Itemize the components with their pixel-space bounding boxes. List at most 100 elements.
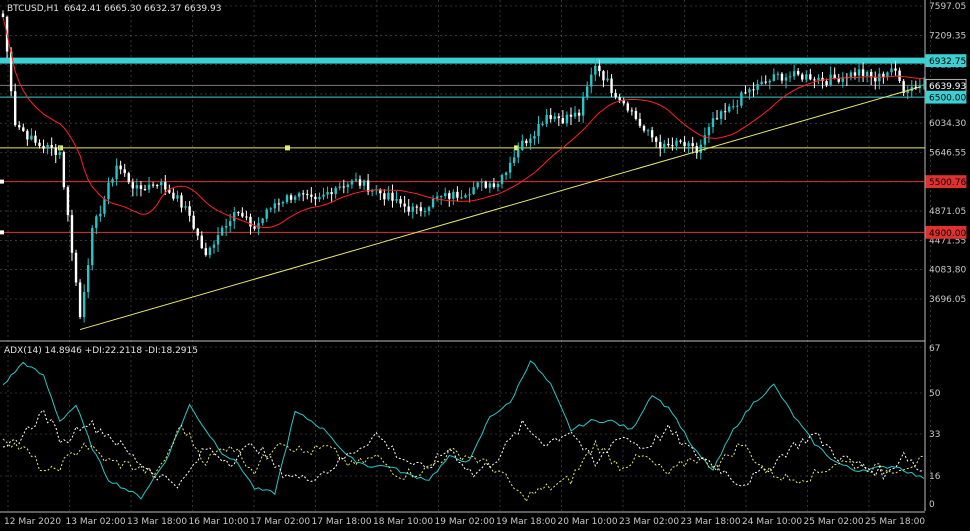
candle-bear bbox=[448, 193, 451, 199]
horizontal-line-handle bbox=[285, 145, 290, 151]
candle-bear bbox=[525, 140, 528, 144]
candle-bull bbox=[496, 183, 500, 188]
candle-bear bbox=[837, 78, 840, 82]
candle-bull bbox=[703, 135, 707, 145]
candle-bear bbox=[861, 69, 865, 76]
candle-bear bbox=[66, 187, 70, 216]
time-tick-label: 13 Mar 02:00 bbox=[66, 517, 126, 527]
time-tick-label: 18 Mar 10:00 bbox=[373, 517, 433, 527]
adx-indicator bbox=[2, 360, 925, 503]
candle-bull bbox=[533, 136, 536, 139]
candle-bull bbox=[147, 184, 151, 190]
candle-bull bbox=[784, 77, 788, 81]
indicator-tick-label: 67 bbox=[929, 344, 940, 354]
candle-bear bbox=[70, 215, 74, 253]
adx-line bbox=[2, 360, 925, 500]
candle-bull bbox=[606, 78, 609, 81]
price-tag-box bbox=[925, 225, 967, 239]
candle-bull bbox=[719, 111, 723, 119]
candle-bear bbox=[650, 130, 654, 138]
candle-bull bbox=[849, 72, 853, 79]
price-tag-label: 4900.00 bbox=[929, 229, 966, 239]
candle-bull bbox=[91, 227, 94, 266]
candle-bear bbox=[119, 165, 122, 170]
candle-bull bbox=[370, 189, 374, 192]
candle-bear bbox=[123, 169, 126, 174]
candle-bull bbox=[30, 135, 33, 140]
candle-bull bbox=[338, 186, 341, 188]
price-level-lines[interactable] bbox=[0, 57, 925, 235]
candle-bull bbox=[350, 180, 354, 185]
candle-bull bbox=[58, 152, 61, 155]
candle-bear bbox=[314, 196, 317, 200]
candle-bear bbox=[634, 110, 638, 119]
price-tag-label: 5500.76 bbox=[929, 178, 966, 188]
time-tick-label: 25 Mar 18:00 bbox=[865, 517, 925, 527]
time-tick-label: 19 Mar 02:00 bbox=[435, 517, 495, 527]
candle-bull bbox=[817, 77, 820, 81]
candle-bear bbox=[796, 71, 800, 75]
candle-bull bbox=[760, 81, 763, 85]
candle-bear bbox=[127, 173, 130, 183]
candle-bull bbox=[906, 91, 909, 93]
candle-bear bbox=[557, 116, 561, 119]
candle-bull bbox=[480, 181, 483, 183]
candle-bear bbox=[131, 182, 135, 189]
time-tick-label: 17 Mar 18:00 bbox=[312, 517, 372, 527]
candle-bear bbox=[241, 212, 244, 217]
moving-average-line bbox=[2, 16, 924, 229]
candle-bull bbox=[687, 143, 690, 147]
candle-bear bbox=[330, 192, 333, 195]
candle-bear bbox=[143, 188, 147, 190]
candle-bear bbox=[78, 282, 82, 318]
candle-bear bbox=[34, 135, 37, 143]
candle-bear bbox=[155, 185, 159, 187]
candle-bear bbox=[342, 186, 345, 188]
price-tick-label: 4471.55 bbox=[929, 236, 966, 246]
candle-bull bbox=[86, 265, 90, 292]
candle-bear bbox=[26, 130, 29, 140]
candle-bull bbox=[431, 199, 435, 208]
candle-bear bbox=[74, 252, 78, 283]
symbol-info: BTCUSD,H1 6642.41 6665.30 6632.37 6639.93 bbox=[7, 4, 221, 14]
candle-bear bbox=[151, 184, 155, 186]
candle-bear bbox=[630, 110, 634, 112]
candle-bear bbox=[833, 74, 836, 79]
candle-bear bbox=[874, 77, 877, 82]
candle-bull bbox=[573, 112, 577, 117]
candle-bull bbox=[918, 85, 922, 89]
candle-bear bbox=[188, 206, 191, 216]
candle-bull bbox=[537, 124, 540, 137]
candle-bull bbox=[711, 118, 715, 128]
candle-bear bbox=[654, 137, 658, 142]
candle-bear bbox=[752, 89, 755, 91]
candle-bull bbox=[176, 195, 179, 199]
candle-bear bbox=[200, 235, 203, 249]
candle-bear bbox=[9, 51, 13, 92]
candle-bull bbox=[886, 72, 889, 78]
candle-bull bbox=[220, 227, 224, 236]
candle-bear bbox=[902, 80, 905, 93]
candle-bear bbox=[289, 195, 293, 200]
candle-bear bbox=[825, 81, 828, 86]
candle-bear bbox=[180, 195, 183, 208]
candle-bull bbox=[541, 123, 544, 125]
indicator-info: ADX(14) 14.8946 +DI:22.2118 -DI:18.2915 bbox=[4, 346, 198, 356]
candle-bull bbox=[521, 140, 524, 150]
candle-bear bbox=[809, 74, 812, 80]
candle-bull bbox=[184, 206, 187, 208]
candle-bull bbox=[890, 68, 893, 73]
candle-bull bbox=[590, 74, 593, 87]
indicator-tick-label: 50 bbox=[929, 389, 941, 399]
price-tick-label: 5646.55 bbox=[929, 149, 966, 159]
candle-bear bbox=[626, 103, 629, 111]
candle-bull bbox=[228, 221, 232, 226]
candle-bull bbox=[500, 175, 504, 184]
candle-bear bbox=[50, 145, 53, 148]
candle-bull bbox=[452, 191, 455, 199]
time-tick-label: 24 Mar 10:00 bbox=[742, 517, 802, 527]
candle-bull bbox=[281, 202, 285, 204]
candle-bull bbox=[857, 69, 861, 76]
candle-bull bbox=[82, 291, 86, 318]
